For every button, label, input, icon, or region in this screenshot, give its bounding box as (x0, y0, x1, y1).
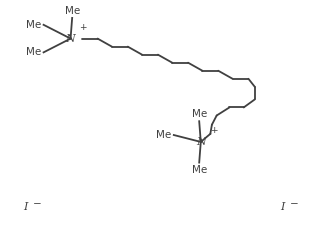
Text: N: N (66, 33, 76, 44)
Text: −: − (33, 199, 41, 209)
Text: −: − (290, 199, 299, 209)
Text: Me: Me (156, 130, 171, 140)
Text: Me: Me (192, 165, 207, 175)
Text: Me: Me (26, 47, 41, 57)
Text: Me: Me (192, 109, 207, 119)
Text: +: + (210, 127, 217, 135)
Text: I: I (23, 202, 27, 212)
Text: +: + (79, 23, 87, 32)
Text: N: N (196, 137, 206, 147)
Text: Me: Me (64, 6, 80, 16)
Text: Me: Me (26, 20, 41, 30)
Text: I: I (280, 202, 285, 212)
